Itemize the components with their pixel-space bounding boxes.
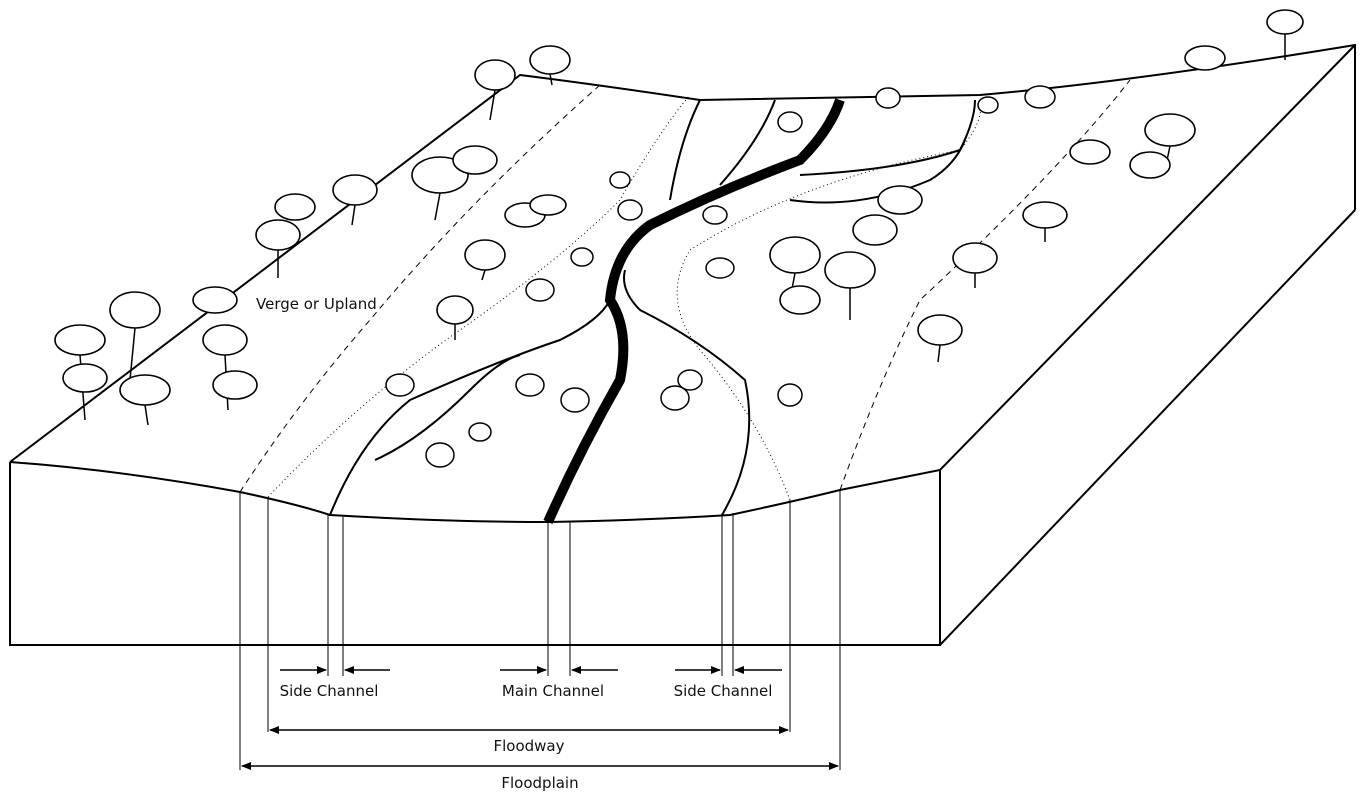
- page: Verge or Upland Side Channel Main Channe…: [0, 0, 1367, 798]
- side-channel-branch: [670, 100, 700, 200]
- measure-lines: [240, 490, 840, 770]
- front-top-edge: [10, 45, 1355, 522]
- shrubs: [386, 86, 1055, 467]
- side-channel-label: Side Channel: [280, 682, 379, 700]
- side-channel-branch: [800, 100, 975, 175]
- side-channel-label: Side Channel: [674, 682, 773, 700]
- block-diagram: Verge or Upland Side Channel Main Channe…: [0, 0, 1367, 794]
- right-face: [940, 210, 1355, 645]
- trees: [55, 10, 1303, 425]
- front-face: [10, 462, 940, 645]
- floodway-label: Floodway: [493, 737, 564, 755]
- main-channel-label: Main Channel: [502, 682, 604, 700]
- floodplain-label: Floodplain: [501, 774, 578, 792]
- upland-label: Verge or Upland: [256, 295, 377, 313]
- floodway-boundary: [677, 100, 981, 500]
